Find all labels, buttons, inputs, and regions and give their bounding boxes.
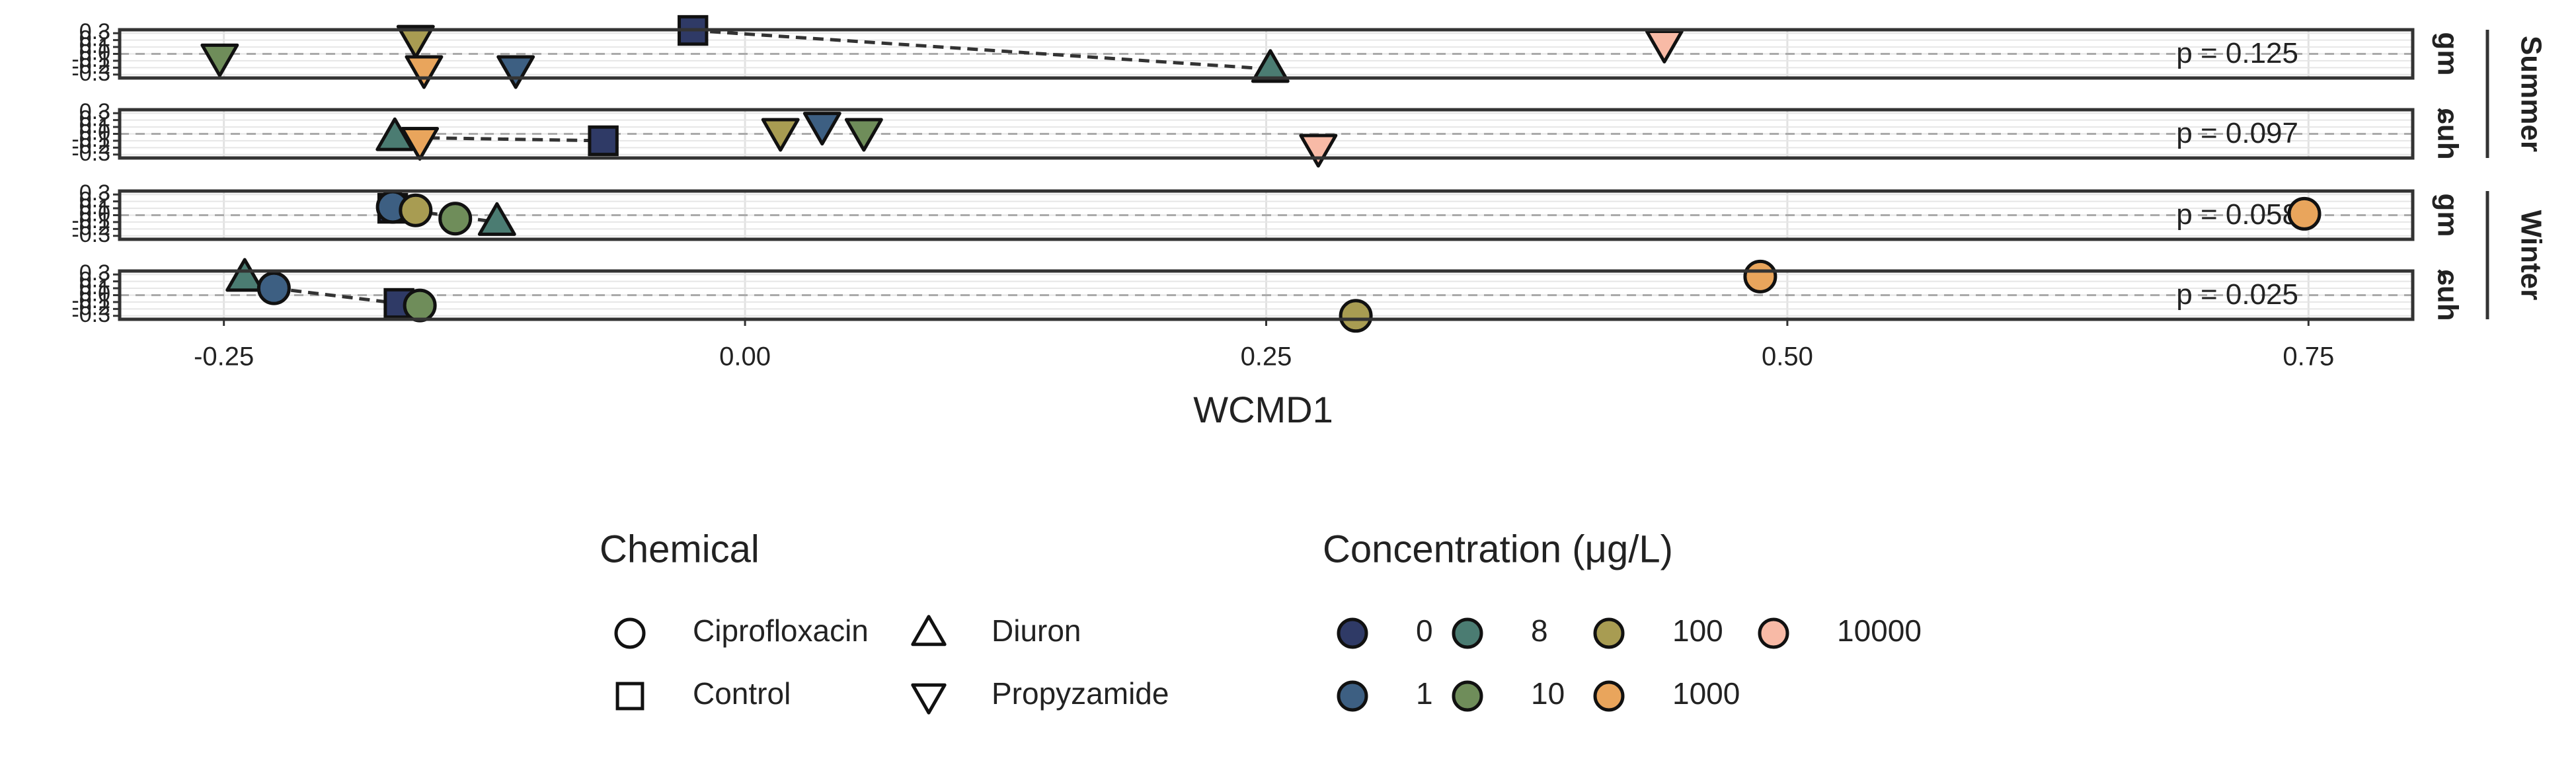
y-tick-label: 0.2 bbox=[79, 26, 110, 52]
y-tick-label: 0.3 bbox=[79, 260, 110, 286]
color-legend-title: Concentration (μg/L) bbox=[1323, 528, 1673, 570]
legend-label: 0 bbox=[1416, 613, 1433, 648]
p-value: p = 0.025 bbox=[2176, 278, 2298, 311]
y-tick-label: 0.0 bbox=[79, 281, 110, 306]
y-tick-label: 0.1 bbox=[79, 274, 110, 299]
legend-swatch bbox=[1758, 617, 1789, 649]
point bbox=[375, 117, 414, 151]
y-tick-label: 0.2 bbox=[79, 188, 110, 213]
point bbox=[844, 118, 883, 152]
shape-legend-title: Chemical bbox=[600, 528, 760, 570]
y-tick-label: -0.3 bbox=[71, 302, 110, 327]
legend-swatch bbox=[1337, 680, 1368, 712]
x-tick-label: 0.25 bbox=[1241, 342, 1292, 372]
facet-label: gm bbox=[2431, 32, 2464, 76]
y-tick-label: 0.0 bbox=[79, 201, 110, 226]
y-tick-label: -0.1 bbox=[71, 208, 110, 233]
y-tick-label: -0.2 bbox=[71, 134, 110, 159]
point bbox=[2287, 196, 2322, 231]
panel-border bbox=[118, 108, 2415, 160]
point bbox=[438, 202, 473, 236]
row-strip-label: Summer bbox=[2515, 36, 2547, 152]
point bbox=[496, 55, 535, 89]
point bbox=[588, 125, 619, 157]
legend-shape bbox=[911, 683, 947, 715]
point bbox=[405, 55, 444, 89]
facet-label: ɕuh bbox=[2431, 108, 2464, 159]
y-tick-label: -0.3 bbox=[71, 141, 110, 166]
legend-label: 8 bbox=[1531, 613, 1548, 648]
y-tick-label: -0.2 bbox=[71, 215, 110, 240]
x-tick-label: 0.00 bbox=[719, 342, 771, 372]
legend-swatch bbox=[1337, 617, 1368, 649]
legend-shape bbox=[614, 617, 646, 649]
y-tick-label: 0.2 bbox=[79, 106, 110, 132]
y-tick-label: -0.3 bbox=[71, 61, 110, 86]
x-axis-title: WCMD1 bbox=[1193, 389, 1333, 430]
panel-border bbox=[118, 189, 2415, 241]
point bbox=[403, 288, 437, 323]
legend-shape bbox=[615, 682, 644, 711]
legend-label: 1 bbox=[1416, 676, 1433, 711]
y-tick-label: -0.3 bbox=[71, 222, 110, 247]
point bbox=[1339, 299, 1373, 333]
panel-border bbox=[118, 28, 2415, 80]
point bbox=[1251, 49, 1290, 83]
y-tick-label: 0.1 bbox=[79, 113, 110, 138]
y-tick-label: 0.3 bbox=[79, 19, 110, 44]
legend-label: Control bbox=[693, 676, 791, 711]
legend-label: 100 bbox=[1672, 613, 1723, 648]
y-tick-label: -0.1 bbox=[71, 288, 110, 313]
legend-swatch bbox=[1593, 617, 1625, 649]
y-tick-label: -0.1 bbox=[71, 47, 110, 72]
y-tick-label: 0.3 bbox=[79, 180, 110, 206]
point bbox=[401, 127, 440, 161]
legend-label: 10000 bbox=[1837, 613, 1922, 648]
legend-label: 10 bbox=[1531, 676, 1565, 711]
legend-shape bbox=[911, 615, 947, 647]
legend-label: 1000 bbox=[1672, 676, 1740, 711]
link-line bbox=[693, 28, 1270, 71]
y-tick-label: 0.3 bbox=[79, 99, 110, 124]
y-tick-label: 0.0 bbox=[79, 40, 110, 65]
link-line bbox=[274, 286, 399, 305]
point bbox=[761, 118, 800, 152]
point bbox=[399, 193, 433, 227]
p-value: p = 0.097 bbox=[2176, 117, 2298, 149]
point bbox=[477, 202, 516, 236]
x-tick-label: 0.75 bbox=[2283, 342, 2334, 372]
legend-label: Ciprofloxacin bbox=[693, 613, 869, 648]
point bbox=[200, 43, 239, 77]
y-tick-label: -0.2 bbox=[71, 295, 110, 320]
p-value: p = 0.058 bbox=[2176, 198, 2298, 231]
facet-label: ɕuh bbox=[2431, 269, 2464, 321]
legend-swatch bbox=[1452, 680, 1483, 712]
legend-label: Propyzamide bbox=[992, 676, 1169, 711]
y-tick-label: -0.1 bbox=[71, 127, 110, 152]
point bbox=[802, 112, 841, 146]
point bbox=[225, 258, 264, 292]
x-tick-label: 0.50 bbox=[1762, 342, 1813, 372]
x-tick-label: -0.25 bbox=[194, 342, 254, 372]
y-tick-label: 0.2 bbox=[79, 268, 110, 293]
y-tick-label: -0.2 bbox=[71, 54, 110, 79]
row-strip-label: Winter bbox=[2515, 210, 2547, 301]
legend-label: Diuron bbox=[992, 613, 1081, 648]
y-tick-label: 0.0 bbox=[79, 120, 110, 145]
facet-label: gm bbox=[2431, 194, 2464, 237]
point bbox=[256, 271, 291, 305]
p-value: p = 0.125 bbox=[2176, 37, 2298, 69]
legend-swatch bbox=[1593, 680, 1625, 712]
y-tick-label: 0.1 bbox=[79, 194, 110, 219]
y-tick-label: 0.1 bbox=[79, 33, 110, 58]
point bbox=[1743, 259, 1777, 294]
legend-swatch bbox=[1452, 617, 1483, 649]
point bbox=[396, 24, 435, 59]
point bbox=[1299, 134, 1338, 168]
